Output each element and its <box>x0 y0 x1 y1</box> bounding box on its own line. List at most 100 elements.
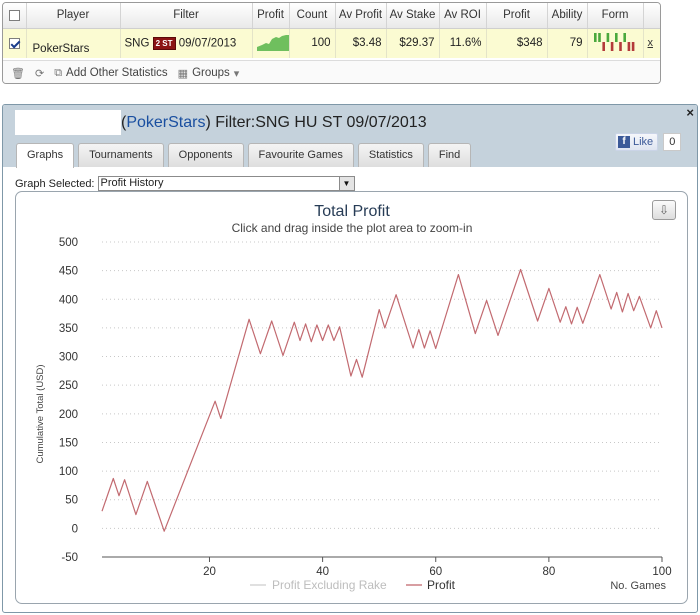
chart-frame: Total Profit Click and drag inside the p… <box>15 191 688 604</box>
y-axis-ticks: -50 0 50 100 150 200 250 300 350 400 450 500 <box>59 237 78 564</box>
column-header-av-roi[interactable]: Av ROI <box>439 3 487 29</box>
x-tick-label: 100 <box>652 566 671 578</box>
like-label: Like <box>633 136 654 148</box>
column-header-filter[interactable]: Filter <box>120 3 253 29</box>
tab-graphs[interactable]: Graphs <box>16 143 75 168</box>
legend: Profit Excluding Rake Profit <box>250 578 456 592</box>
facebook-icon: f <box>618 136 630 148</box>
close-button[interactable]: × <box>686 105 694 120</box>
legend-label-excluding-rake: Profit Excluding Rake <box>272 578 387 592</box>
like-count: 0 <box>663 133 682 151</box>
tab-opponents[interactable]: Opponents <box>167 143 244 167</box>
filter-cell: SNG 2 ST 09/07/2013 <box>120 28 253 58</box>
series-line-profit <box>101 268 663 532</box>
y-tick-label: -50 <box>61 552 78 564</box>
x-tick-label: 60 <box>429 566 442 578</box>
column-header-form[interactable]: Form <box>587 3 644 29</box>
trash-icon[interactable]: 🗑 <box>11 67 25 80</box>
av-stake-cell: $29.37 <box>386 28 440 58</box>
y-tick-label: 300 <box>59 352 78 364</box>
column-header-count[interactable]: Count <box>289 3 336 29</box>
select-arrow-icon[interactable]: ▼ <box>338 177 354 190</box>
filter-type: SNG <box>124 37 150 50</box>
groups-dropdown[interactable]: ▦ Groups ▾ <box>178 67 240 80</box>
refresh-icon[interactable]: ⟳ <box>34 67 45 80</box>
remove-row-button[interactable]: x <box>647 37 654 50</box>
column-header-ability[interactable]: Ability <box>547 3 588 29</box>
column-header-av-profit[interactable]: Av Profit <box>335 3 387 29</box>
form-loss-bar <box>601 41 605 51</box>
graph-select[interactable]: Profit History ▼ <box>97 176 355 191</box>
y-tick-label: 50 <box>65 495 78 507</box>
column-header-av-stake[interactable]: Av Stake <box>386 3 440 29</box>
form-win-bar <box>622 32 626 42</box>
detail-window: (PokerStars) Filter:SNG HU ST 09/07/2013… <box>2 104 698 613</box>
legend-item-excluding-rake[interactable]: Profit Excluding Rake <box>250 578 387 592</box>
profit-sparkline <box>256 34 288 51</box>
graph-select-row: Graph Selected: Profit History ▼ <box>15 176 355 191</box>
detail-header: (PokerStars) Filter:SNG HU ST 09/07/2013… <box>3 105 697 168</box>
form-win-bar <box>606 32 609 42</box>
legend-item-profit[interactable]: Profit <box>406 578 456 592</box>
remove-cell[interactable]: x <box>643 28 660 58</box>
y-tick-label: 0 <box>72 523 78 535</box>
legend-label-profit: Profit <box>427 578 456 592</box>
chart-title: Total Profit <box>314 203 390 220</box>
y-tick-label: 450 <box>59 266 78 278</box>
stats-panel: Player Filter Profit Count Av Profit Av … <box>2 2 661 84</box>
av-profit-cell: $3.48 <box>335 28 387 58</box>
profit-chart[interactable]: Total Profit Click and drag inside the p… <box>16 192 688 604</box>
tab-tournaments[interactable]: Tournaments <box>78 143 164 167</box>
tab-find[interactable]: Find <box>427 143 472 167</box>
filter-badge: 2 ST <box>152 36 176 50</box>
form-loss-bar <box>610 41 613 51</box>
graph-selected-label: Graph Selected: <box>15 177 95 190</box>
column-header-profit-graph[interactable]: Profit <box>252 3 290 29</box>
y-tick-label: 200 <box>59 409 78 421</box>
chevron-down-icon: ▾ <box>233 67 240 80</box>
profit-sparkline-cell <box>252 28 290 58</box>
ability-cell: 79 <box>547 28 588 58</box>
facebook-like: f Like 0 <box>615 133 682 151</box>
title-prefix: ( <box>121 114 127 131</box>
stats-toolbar: 🗑 ⟳ ⧉ Add Other Statistics ▦ Groups ▾ <box>3 60 660 83</box>
groups-icon: ▦ <box>177 67 189 80</box>
y-tick-label: 150 <box>59 437 78 449</box>
select-all-header[interactable] <box>3 3 27 29</box>
player-name: PokerStars <box>32 43 90 55</box>
filter-date: 09/07/2013 <box>178 37 237 50</box>
row-select-cell[interactable] <box>3 28 27 58</box>
detail-title: (PokerStars) Filter:SNG HU ST 09/07/2013 <box>121 114 427 132</box>
y-tick-label: 100 <box>59 466 78 478</box>
form-loss-bar <box>627 41 630 51</box>
x-tick-label: 20 <box>203 566 216 578</box>
y-tick-label: 400 <box>59 294 78 306</box>
column-header-player[interactable]: Player <box>26 3 121 29</box>
add-window-icon: ⧉ <box>54 66 63 79</box>
title-site[interactable]: PokerStars <box>126 114 206 131</box>
form-loss-bar <box>631 41 634 51</box>
export-button[interactable]: ⇩ <box>652 200 676 220</box>
column-header-profit[interactable]: Profit <box>486 3 548 29</box>
x-tick-label: 40 <box>316 566 329 578</box>
tab-statistics[interactable]: Statistics <box>357 143 424 167</box>
chart-subtitle: Click and drag inside the plot area to z… <box>232 221 473 235</box>
form-cell <box>587 28 644 58</box>
like-button[interactable]: f Like <box>615 133 659 151</box>
y-tick-label: 250 <box>59 380 78 392</box>
add-statistics-button[interactable]: ⧉ Add Other Statistics <box>54 67 167 80</box>
add-statistics-label: Add Other Statistics <box>66 67 168 79</box>
x-axis-ticks: 20 40 60 80 100 <box>203 557 672 578</box>
player-cell: PokerStars <box>26 28 121 58</box>
table-row[interactable]: PokerStars SNG 2 ST 09/07/2013 100 $3.48… <box>3 28 660 58</box>
av-roi-cell: 11.6% <box>439 28 487 58</box>
row-checkbox[interactable] <box>8 37 20 49</box>
graph-select-value: Profit History <box>100 177 164 189</box>
stats-header-row: Player Filter Profit Count Av Profit Av … <box>3 3 660 29</box>
column-header-remove <box>643 3 660 29</box>
stats-table: Player Filter Profit Count Av Profit Av … <box>3 3 660 58</box>
select-all-checkbox[interactable] <box>8 9 20 21</box>
y-tick-label: 500 <box>59 237 78 249</box>
tab-favourite-games[interactable]: Favourite Games <box>247 143 354 167</box>
y-axis-label: Cumulative Total (USD) <box>35 364 46 463</box>
